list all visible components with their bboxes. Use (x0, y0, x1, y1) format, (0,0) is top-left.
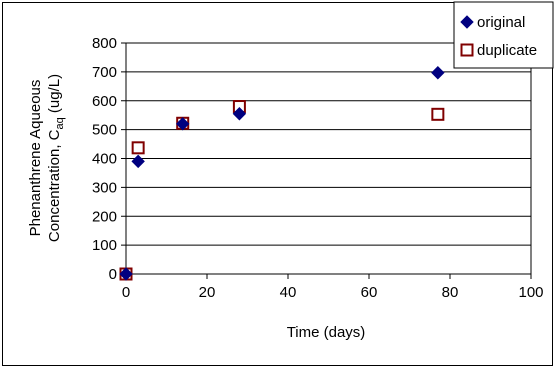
y-axis-title-subscript: aq (54, 117, 66, 129)
original-point-3 (232, 107, 247, 121)
original-point-2 (175, 117, 190, 131)
y-axis-title-units: (ug/L) (46, 74, 63, 117)
x-tick-label-20: 20 (199, 284, 216, 301)
y-tick-label-700: 700 (92, 64, 117, 81)
y-axis-title-line1: Phenanthrene Aqueous (27, 80, 44, 237)
y-axis-title: Phenanthrene Aqueous Concentration, Caq … (27, 74, 66, 242)
legend-label-original: original (477, 14, 525, 31)
y-axis-ticks: 0 100 200 300 400 500 600 700 800 (92, 35, 126, 283)
gridlines (126, 42, 531, 246)
legend-label-duplicate: duplicate (477, 42, 537, 59)
y-tick-label-200: 200 (92, 208, 117, 225)
y-tick-label-600: 600 (92, 93, 117, 110)
y-tick-label-800: 800 (92, 35, 117, 52)
y-tick-label-500: 500 (92, 122, 117, 139)
y-tick-label-400: 400 (92, 151, 117, 168)
x-tick-label-80: 80 (442, 284, 459, 301)
legend-box (453, 1, 554, 69)
x-tick-label-0: 0 (122, 284, 130, 301)
original-point-0 (119, 267, 133, 281)
legend-marker-original (460, 15, 474, 29)
y-tick-label-300: 300 (92, 179, 117, 196)
x-tick-label-100: 100 (518, 284, 543, 301)
x-tick-label-40: 40 (280, 284, 297, 301)
original-point-1 (131, 154, 145, 169)
y-tick-label-0: 0 (109, 266, 117, 283)
legend: original duplicate (453, 1, 554, 69)
duplicate-point-4 (431, 107, 445, 121)
x-axis-ticks: 0 20 40 60 80 100 (122, 274, 544, 301)
x-axis-title: Time (days) (287, 324, 366, 341)
y-axis-title-prefix: Concentration, C (46, 129, 63, 242)
original-point-4 (431, 66, 445, 80)
x-tick-label-60: 60 (361, 284, 378, 301)
y-tick-label-100: 100 (92, 237, 117, 254)
legend-items: original duplicate (460, 14, 537, 59)
duplicate-point-1 (131, 141, 145, 155)
y-axis-title-line2: Concentration, Caq (ug/L) (46, 74, 66, 242)
legend-marker-duplicate (460, 43, 474, 57)
data-points (119, 66, 445, 281)
